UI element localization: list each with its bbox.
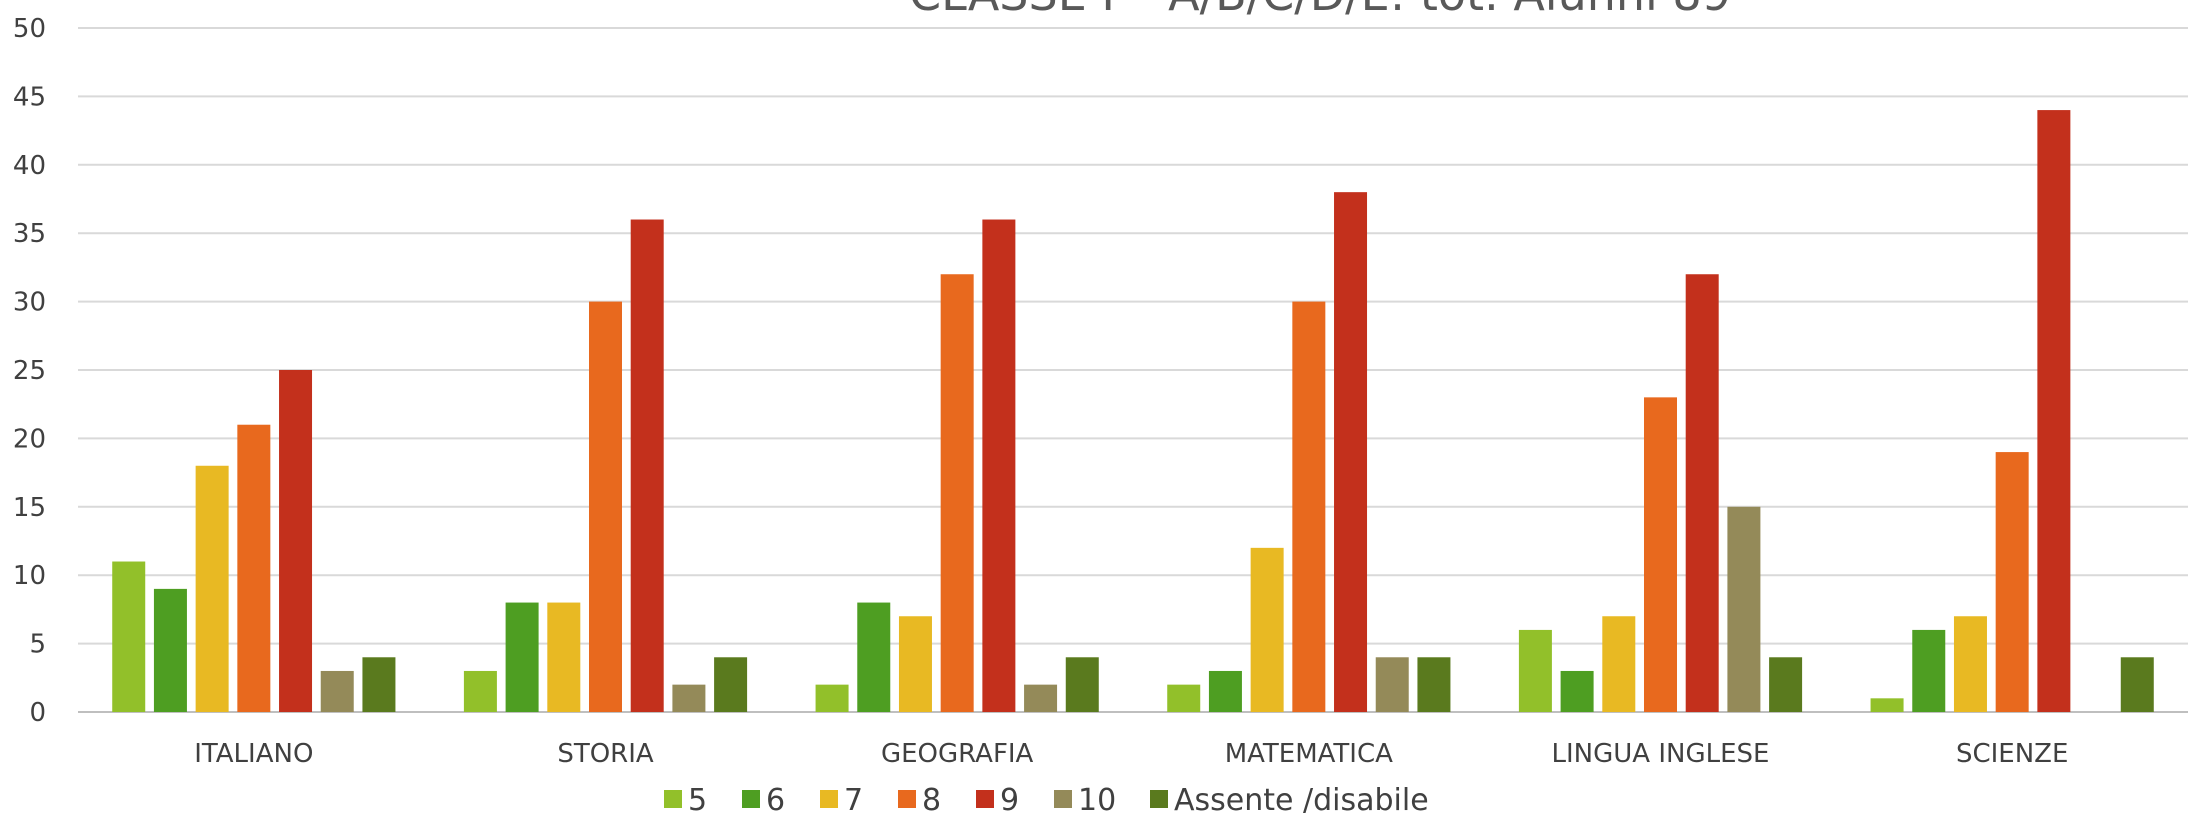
bar [463, 670, 497, 712]
legend-label: 10 [1078, 783, 1116, 818]
legend-label: 9 [1000, 783, 1019, 818]
x-tick-label: ITALIANO [194, 739, 313, 769]
legend-swatch [820, 790, 838, 808]
x-tick-label: GEOGRAFIA [881, 739, 1034, 769]
y-tick-label: 50 [13, 14, 46, 44]
legend-swatch [898, 790, 916, 808]
bar [589, 301, 622, 712]
chart-title: CLASSE I^ A/B/C/D/E: tot. Alunni 89 [909, 0, 1731, 21]
y-tick-label: 0 [29, 698, 46, 728]
bar [2037, 110, 2071, 712]
bar [672, 684, 706, 712]
bar [153, 588, 187, 712]
y-tick-label: 10 [13, 561, 46, 591]
x-tick-label: MATEMATICA [1225, 739, 1393, 769]
legend-label: 7 [844, 783, 863, 818]
legend-label: 6 [766, 783, 785, 818]
bar [1024, 684, 1058, 712]
bar [320, 670, 354, 712]
legend-swatch [976, 790, 994, 808]
y-tick-label: 25 [13, 356, 46, 386]
bar [1292, 301, 1326, 712]
bar [505, 602, 539, 712]
legend-swatch [664, 790, 682, 808]
bar [1417, 657, 1451, 712]
legend-label: 5 [688, 783, 707, 818]
bar [1334, 192, 1368, 712]
bar [630, 219, 664, 712]
bar [1167, 684, 1201, 712]
bar [1769, 657, 1803, 712]
bar [547, 602, 581, 712]
legend-swatch [742, 790, 760, 808]
bars [112, 110, 2154, 712]
bar [940, 274, 974, 712]
bar [237, 424, 271, 712]
bar [1953, 616, 1987, 712]
bar [1065, 657, 1099, 712]
bar [279, 370, 313, 712]
bar [2120, 657, 2154, 712]
gridlines [78, 27, 2188, 713]
bar [112, 561, 146, 712]
bar [1560, 670, 1594, 712]
legend-swatch [1054, 790, 1072, 808]
bar [1912, 629, 1946, 712]
bar [1685, 274, 1719, 712]
bar [1870, 698, 1904, 712]
y-axis: 0 5 10 15 20 25 30 35 40 45 50 [13, 14, 46, 728]
x-tick-label: LINGUA INGLESE [1552, 739, 1770, 769]
legend: 5 6 7 8 9 10 Assente /disabile [664, 783, 1429, 818]
bar [1644, 397, 1677, 712]
bar [857, 602, 891, 712]
y-tick-label: 30 [13, 288, 46, 318]
x-tick-label: STORIA [557, 739, 654, 769]
y-tick-label: 15 [13, 493, 46, 523]
x-axis: ITALIANO STORIA GEOGRAFIA MATEMATICA LINGUA … [194, 739, 2068, 769]
bar [195, 465, 229, 712]
bar [982, 219, 1016, 712]
legend-swatch [1150, 790, 1168, 808]
bar [1602, 616, 1636, 712]
bar [815, 684, 849, 712]
y-tick-label: 5 [29, 630, 46, 660]
y-tick-label: 45 [13, 82, 46, 112]
y-tick-label: 40 [13, 151, 46, 181]
bar [1375, 657, 1409, 712]
bar [1995, 452, 2029, 712]
bar [898, 616, 932, 712]
bar [1727, 506, 1761, 712]
legend-label: 8 [922, 783, 941, 818]
y-tick-label: 35 [13, 219, 46, 249]
bar [714, 657, 748, 712]
bar [362, 657, 396, 712]
y-tick-label: 20 [13, 424, 46, 454]
x-tick-label: SCIENZE [1956, 739, 2068, 769]
bar [1518, 629, 1552, 712]
bar [1208, 670, 1242, 712]
bar [1250, 547, 1284, 712]
legend-label: Assente /disabile [1174, 783, 1429, 818]
